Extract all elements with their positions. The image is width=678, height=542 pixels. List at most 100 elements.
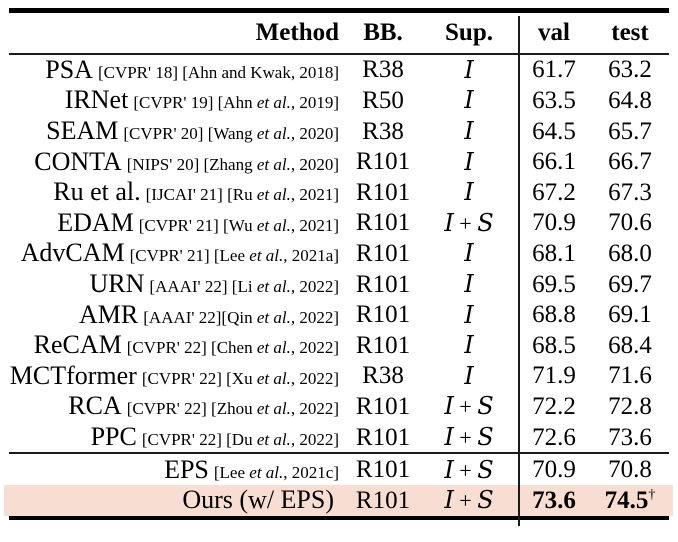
table-row: MCTformer [CVPR' 22] [Xu et al., 2022] R3… [9, 361, 669, 392]
column-divider-line [518, 16, 520, 526]
test-score: 68.0 [608, 239, 652, 267]
citation-etal: et al. [256, 215, 291, 235]
supervision-cell: I + S [421, 394, 517, 418]
method-cell: Ours (w/ EPS) [9, 487, 345, 513]
citation-text-pre: [Wang [207, 124, 257, 144]
supervision-cell: I + S [421, 488, 517, 512]
supervision-cell: I + S [421, 458, 517, 482]
citation-text-post: , 2022] [290, 430, 339, 450]
table-row: SEAM [CVPR' 20] [Wang et al., 2020] R38 I… [9, 116, 669, 147]
method-name: URN [89, 269, 145, 299]
supervision-symbol: I [464, 55, 474, 84]
header-supervision: Sup. [445, 19, 493, 47]
method-cell: IRNet [CVPR' 19] [Ahn et al., 2019] [9, 87, 345, 113]
backbone-cell: R101 [355, 331, 411, 359]
header-method: Method [255, 19, 339, 47]
citation-etal: et al. [256, 277, 291, 297]
val-score-cell: 63.5 [532, 86, 576, 114]
supervision-symbol: I [464, 361, 474, 390]
val-score-cell: 72.6 [532, 423, 576, 451]
citation-text-pre: [Zhou [211, 399, 257, 419]
method-citation: [CVPR' 22] [Du et al., 2022] [142, 430, 339, 449]
supervision-symbol: I [444, 423, 454, 452]
supervision-symbol: S [477, 486, 494, 515]
supervision-cell: I [421, 241, 517, 265]
citation-etal: et al. [256, 124, 291, 144]
supervision-symbol: S [477, 208, 494, 237]
venue-tag: [CVPR' 18] [97, 62, 183, 82]
table-row: URN [AAAI' 22] [Li et al., 2022] R101 I 6… [9, 269, 669, 300]
citation-text-pre: [Chen [211, 338, 257, 358]
table-row: AMR [AAAI' 22][Qin et al., 2022] R101 I 6… [9, 299, 669, 330]
backbone-cell: R101 [355, 301, 411, 329]
method-citation: [IJCAI' 21] [Ru et al., 2021] [146, 185, 339, 204]
test-score-cell: 72.8 [591, 394, 669, 419]
method-cell: Ru et al. [IJCAI' 21] [Ru et al., 2021] [9, 179, 345, 205]
val-score-cell: 61.7 [532, 56, 576, 84]
method-citation: [CVPR' 20] [Wang et al., 2020] [123, 124, 339, 143]
venue-tag: [CVPR' 22] [141, 368, 227, 388]
citation-text-pre: [Wu [223, 215, 257, 235]
supervision-cell: I + S [421, 211, 517, 235]
val-score-cell: 72.2 [532, 392, 576, 420]
supervision-symbol: I [464, 239, 474, 268]
method-name: AMR [79, 299, 139, 329]
backbone-cell: R101 [355, 423, 411, 451]
table-row: Ru et al. [IJCAI' 21] [Ru et al., 2021] R… [9, 177, 669, 208]
supervision-cell: I [421, 150, 517, 174]
supervision-symbol: I [464, 270, 474, 299]
venue-tag: [CVPR' 22] [126, 338, 212, 358]
supervision-cell: I [421, 364, 517, 388]
table-row: AdvCAM [CVPR' 21] [Lee et al., 2021a] R10… [9, 238, 669, 269]
header-val: val [538, 19, 570, 47]
citation-text-pre: [Qin [221, 307, 257, 327]
table-row: RCA [CVPR' 22] [Zhou et al., 2022] R101 I… [9, 391, 669, 422]
method-cell: AMR [AAAI' 22][Qin et al., 2022] [9, 299, 345, 329]
venue-tag: [IJCAI' 21] [145, 185, 228, 205]
supervision-symbol: I [464, 117, 474, 146]
method-name: AdvCAM [20, 238, 125, 268]
backbone-cell: R101 [355, 178, 411, 206]
table-row: IRNet [CVPR' 19] [Ahn et al., 2019] R50 I… [9, 85, 669, 116]
top-rule [9, 8, 669, 13]
method-cell: SEAM [CVPR' 20] [Wang et al., 2020] [9, 118, 345, 144]
citation-text-post: , 2021] [290, 215, 339, 235]
table-header-row: Method BB. Sup. val test [9, 13, 669, 53]
citation-text-post: , 2022] [290, 368, 339, 388]
test-score: 67.3 [608, 178, 652, 206]
method-name: Ours (w/ EPS) [182, 485, 334, 515]
supervision-cell: I [421, 58, 517, 82]
test-score-cell: 68.0 [591, 241, 669, 266]
backbone-cell: R101 [355, 456, 411, 484]
method-cell: EDAM [CVPR' 21] [Wu et al., 2021] [9, 209, 345, 236]
citation-text-pre: [Ahn [217, 93, 257, 113]
method-citation: [CVPR' 18] [Ahn and Kwak, 2018] [98, 63, 339, 82]
citation-etal: et al. [256, 430, 291, 450]
test-score-cell: 74.5† [591, 488, 669, 513]
section-rule [9, 452, 669, 455]
test-score: 65.7 [608, 117, 652, 145]
method-cell: PSA [CVPR' 18] [Ahn and Kwak, 2018] [9, 56, 345, 83]
supervision-symbol: I [464, 300, 474, 329]
supervision-cell: I [421, 88, 517, 112]
val-score-cell: 73.6 [532, 486, 576, 514]
val-score-cell: 70.9 [532, 209, 576, 237]
citation-text-post: , 2021a] [283, 246, 339, 266]
method-cell: EPS [Lee et al., 2021c] [9, 456, 345, 483]
table-row: ReCAM [CVPR' 22] [Chen et al., 2022] R101… [9, 330, 669, 361]
backbone-cell: R38 [362, 56, 404, 84]
val-score-cell: 69.5 [532, 270, 576, 298]
citation-etal: et al. [256, 154, 291, 174]
citation-etal: et al. [256, 368, 291, 388]
supervision-cell: I [421, 119, 517, 143]
method-citation: [CVPR' 22] [Xu et al., 2022] [142, 369, 339, 388]
results-table: Method BB. Sup. val test PSA [CVPR' 18] [… [9, 8, 669, 521]
test-score-cell: 63.2 [591, 57, 669, 82]
test-score: 70.8 [608, 456, 652, 484]
method-citation: [CVPR' 19] [Ahn et al., 2019] [133, 93, 339, 112]
method-name: RCA [68, 391, 122, 421]
table-row: PSA [CVPR' 18] [Ahn and Kwak, 2018] R38 I… [9, 55, 669, 86]
backbone-cell: R101 [355, 392, 411, 420]
test-score: 69.7 [608, 270, 652, 298]
